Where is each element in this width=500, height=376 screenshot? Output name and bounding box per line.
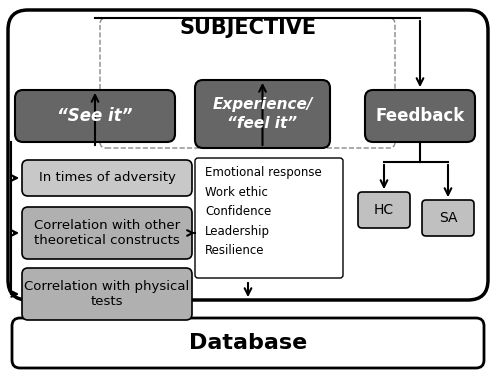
FancyBboxPatch shape [22,268,192,320]
FancyBboxPatch shape [12,318,484,368]
Text: Database: Database [189,333,307,353]
Text: In times of adversity: In times of adversity [38,171,175,185]
Text: Emotional response
Work ethic
Confidence
Leadership
Resilience: Emotional response Work ethic Confidence… [205,166,322,257]
FancyBboxPatch shape [195,80,330,148]
Text: SUBJECTIVE: SUBJECTIVE [180,18,316,38]
Text: Feedback: Feedback [376,107,464,125]
FancyBboxPatch shape [22,207,192,259]
Text: Experience/
“feel it”: Experience/ “feel it” [212,97,313,131]
FancyBboxPatch shape [365,90,475,142]
Text: SA: SA [439,211,457,225]
Text: “See it”: “See it” [57,107,133,125]
FancyBboxPatch shape [22,160,192,196]
FancyBboxPatch shape [15,90,175,142]
FancyBboxPatch shape [422,200,474,236]
FancyBboxPatch shape [358,192,410,228]
Text: HC: HC [374,203,394,217]
Text: Correlation with other
theoretical constructs: Correlation with other theoretical const… [34,219,180,247]
Text: Correlation with physical
tests: Correlation with physical tests [24,280,190,308]
FancyBboxPatch shape [8,10,488,300]
FancyBboxPatch shape [195,158,343,278]
